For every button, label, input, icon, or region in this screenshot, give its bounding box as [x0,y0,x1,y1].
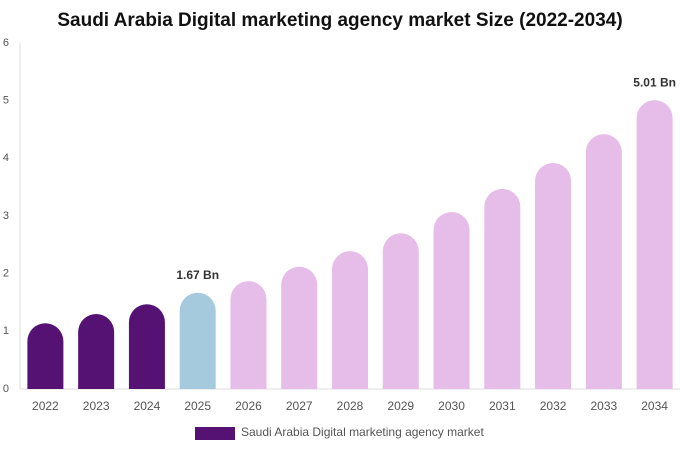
x-tick-label: 2034 [641,399,668,413]
x-tick-label: 2026 [235,399,262,413]
y-tick-label: 5 [3,95,9,107]
bar [128,304,165,389]
bar [636,100,673,389]
bar [433,211,470,389]
x-tick-label: 2030 [438,399,465,413]
bar [179,292,216,389]
y-tick-label: 2 [3,268,9,280]
x-tick-label: 2027 [286,399,313,413]
legend-label: Saudi Arabia Digital marketing agency ma… [241,425,484,439]
data-label: 1.67 Bn [176,268,219,282]
x-tick-label: 2033 [590,399,617,413]
x-tick-label: 2023 [83,399,110,413]
bar [585,134,622,389]
bar [332,251,368,389]
x-tick-label: 2024 [134,399,161,413]
bar [78,314,115,389]
chart-title: Saudi Arabia Digital marketing agency ma… [57,10,622,31]
y-tick-label: 6 [3,37,9,49]
x-tick-label: 2022 [32,399,59,413]
data-label: 5.01 Bn [633,75,676,89]
bar [535,162,572,389]
x-tick-label: 2031 [489,399,516,413]
x-tick-label: 2029 [387,399,414,413]
y-tick-label: 3 [3,210,9,222]
bar [281,266,318,389]
bar [484,188,521,389]
bar [382,233,419,389]
legend-swatch [195,427,235,440]
bar [27,323,64,389]
x-tick-label: 2028 [337,399,364,413]
bar [230,281,267,389]
y-tick-label: 0 [3,383,9,395]
y-tick-label: 1 [3,325,9,337]
y-tick-label: 4 [3,152,9,164]
x-tick-label: 2032 [540,399,567,413]
x-tick-label: 2025 [184,399,211,413]
